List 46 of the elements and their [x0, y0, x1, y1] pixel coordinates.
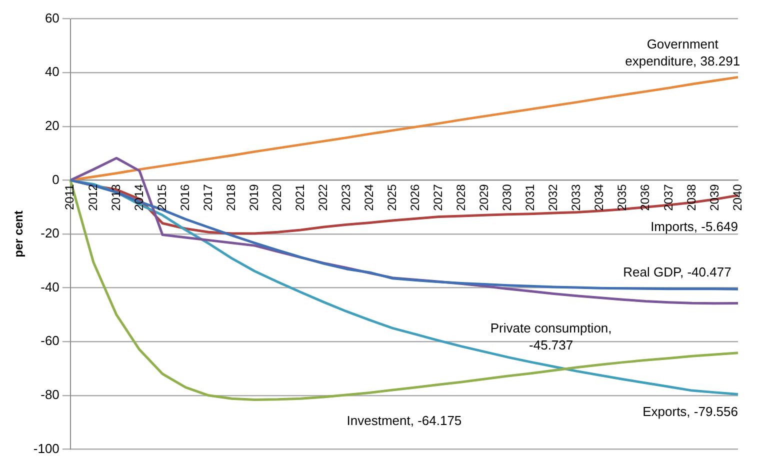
x-tick-label: 2013	[108, 184, 123, 211]
annotation: Private consumption, -45.737	[490, 320, 612, 352]
x-tick-label: 2032	[546, 184, 560, 211]
x-tick-label: 2025	[385, 184, 400, 211]
x-tick-label: 2020	[270, 184, 284, 211]
annotation: Government expenditure, 38.291	[625, 36, 740, 68]
y-tick-label: -20	[40, 226, 60, 241]
x-tick-label: 2030	[500, 184, 514, 211]
y-tick-label: -40	[40, 279, 60, 294]
x-tick-label: 2012	[86, 184, 100, 211]
x-tick-label: 2034	[592, 184, 606, 211]
y-tick-label: -100	[33, 440, 60, 456]
x-tick-label: 2033	[569, 184, 584, 211]
x-tick-label: 2035	[615, 184, 630, 211]
x-tick-label: 2037	[661, 184, 676, 211]
x-tick-label: 2021	[292, 184, 307, 211]
y-tick-label: 60	[44, 10, 60, 26]
x-tick-label: 2027	[431, 184, 446, 211]
y-tick-label: -80	[40, 386, 60, 402]
y-tick-label: 20	[44, 118, 60, 133]
annotation: Investment, -64.175	[346, 412, 462, 428]
x-tick-label: 2029	[477, 184, 492, 211]
y-tick-label: 0	[52, 172, 60, 187]
x-tick-label: 2023	[338, 184, 353, 211]
y-axis-title: per cent	[12, 210, 26, 258]
x-tick-label: 2014	[132, 184, 146, 211]
x-tick-label: 2038	[684, 184, 698, 211]
annotation: Real GDP, -40.477	[623, 264, 732, 280]
y-tick-label: -60	[40, 333, 60, 348]
x-tick-label: 2022	[316, 184, 330, 211]
x-tick-label: 2017	[200, 184, 215, 211]
x-tick-label: 2018	[224, 184, 238, 211]
x-tick-label: 2039	[707, 184, 722, 211]
annotation: Imports, -5.649	[650, 219, 738, 234]
x-tick-label: 2031	[523, 184, 538, 211]
y-tick-label: 40	[44, 64, 60, 80]
x-tick-label: 2040	[730, 184, 744, 211]
x-tick-label: 2019	[246, 184, 261, 211]
x-tick-label: 2016	[178, 184, 192, 211]
x-tick-label: 2011	[62, 184, 77, 210]
x-tick-label: 2028	[454, 184, 468, 211]
x-tick-label: 2015	[154, 184, 169, 211]
x-tick-label: 2036	[638, 184, 652, 211]
x-tick-label: 2026	[408, 184, 422, 211]
x-tick-label: 2024	[362, 184, 376, 211]
annotation: Exports, -79.556	[642, 404, 738, 420]
